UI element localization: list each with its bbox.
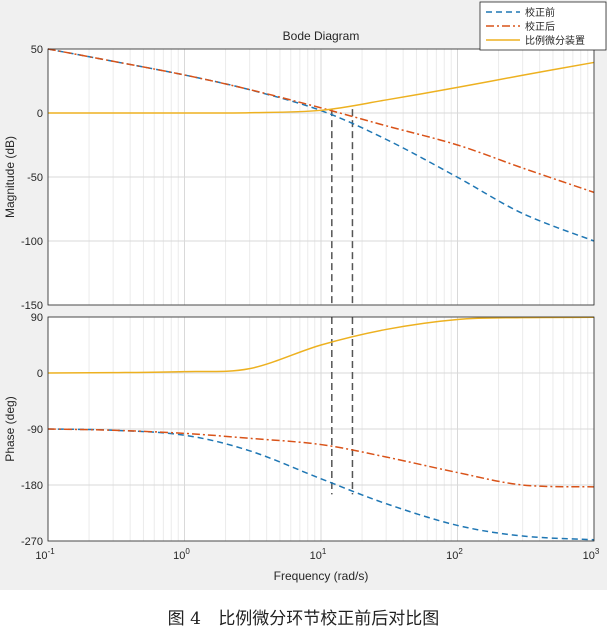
legend-box	[479, 1, 607, 51]
x-tick-label: 101	[310, 547, 327, 562]
magnitude-series-line	[47, 48, 595, 194]
magnitude-y-tick-label: -50	[27, 172, 43, 184]
figure-caption: 图 4 比例微分环节校正前后对比图	[0, 604, 607, 629]
legend-label: 比例微分装置	[525, 34, 585, 47]
phase-y-tick-label: -180	[21, 480, 43, 492]
phase-axes-box	[47, 316, 595, 542]
phase-y-axis-label: Phase (deg)	[3, 396, 17, 461]
phase-y-tick-label: 90	[31, 312, 43, 324]
x-tick-label: 103	[583, 547, 600, 562]
phase-y-tick-label: 0	[37, 368, 43, 380]
x-tick-label: 102	[446, 547, 463, 562]
x-tick-label: 100	[173, 547, 190, 562]
magnitude-axes-box	[47, 48, 595, 306]
magnitude-y-tick-label: -150	[21, 300, 43, 312]
phase-y-tick-label: -270	[21, 536, 43, 548]
magnitude-series-line	[48, 61, 595, 114]
x-tick-label: 10-1	[35, 547, 55, 562]
magnitude-y-axis-label: Magnitude (dB)	[3, 136, 17, 218]
bode-figure: Bode Diagram 50 0 -50 -100 -150 Magnitude (dB)…	[0, 0, 607, 590]
legend-label: 校正后	[525, 20, 555, 33]
caption-text: 比例微分环节校正前后对比图	[218, 609, 440, 629]
caption-label: 图 4	[167, 609, 201, 629]
chart-title: Bode Diagram	[283, 29, 360, 43]
phase-series-line	[47, 428, 595, 488]
legend-label: 校正前	[525, 6, 555, 19]
phase-series-line	[47, 428, 595, 541]
x-axis-label: Frequency (rad/s)	[274, 569, 369, 583]
magnitude-y-tick-label: 0	[37, 108, 43, 120]
bode-chart: Bode Diagram 50 0 -50 -100 -150 Magnitude (dB)…	[3, 1, 607, 583]
phase-series-line	[47, 316, 595, 374]
magnitude-y-tick-label: 50	[31, 44, 43, 56]
magnitude-y-tick-label: -100	[21, 236, 43, 248]
phase-y-tick-label: -90	[27, 424, 43, 436]
